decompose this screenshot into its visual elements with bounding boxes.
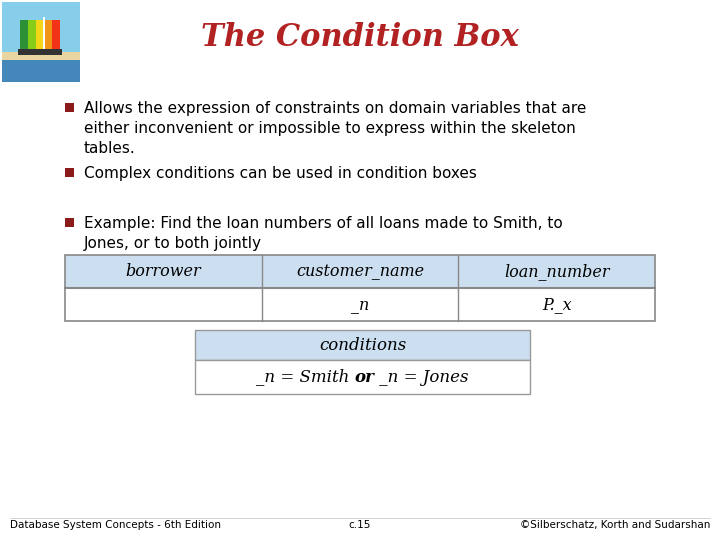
Text: _n = Smith: _n = Smith [256,368,355,386]
Text: _n: _n [351,296,369,313]
Text: _n = Jones: _n = Jones [374,368,469,386]
Text: or: or [355,368,374,386]
Bar [2,52,80,60]
Bar [65,218,74,227]
Bar [52,20,60,52]
Text: Example: Find the loan numbers of all loans made to Smith, to
Jones, or to both : Example: Find the loan numbers of all lo… [84,216,563,251]
Bar [65,255,655,288]
Text: Complex conditions can be used in condition boxes: Complex conditions can be used in condit… [84,166,477,181]
Bar [65,103,74,112]
Bar [195,360,530,394]
Bar [20,20,28,52]
Text: P._x: P._x [542,296,572,313]
Text: c.15: c.15 [348,520,372,530]
Text: loan_number: loan_number [504,263,609,280]
Bar [18,49,62,55]
Bar [36,20,44,52]
Text: Allows the expression of constraints on domain variables that are
either inconve: Allows the expression of constraints on … [84,101,586,156]
Text: customer_name: customer_name [296,263,424,280]
Bar [2,60,80,82]
Bar [43,17,45,52]
Text: borrower: borrower [125,263,201,280]
Bar [28,20,36,52]
Bar [2,2,80,82]
Bar [44,20,52,52]
Bar [65,255,655,321]
Text: Database System Concepts - 6th Edition: Database System Concepts - 6th Edition [10,520,221,530]
Text: ©Silberschatz, Korth and Sudarshan: ©Silberschatz, Korth and Sudarshan [520,520,710,530]
Bar [195,330,530,360]
Text: The Condition Box: The Condition Box [201,23,519,53]
Text: conditions: conditions [319,336,406,354]
Bar [65,288,655,321]
Bar [65,168,74,177]
